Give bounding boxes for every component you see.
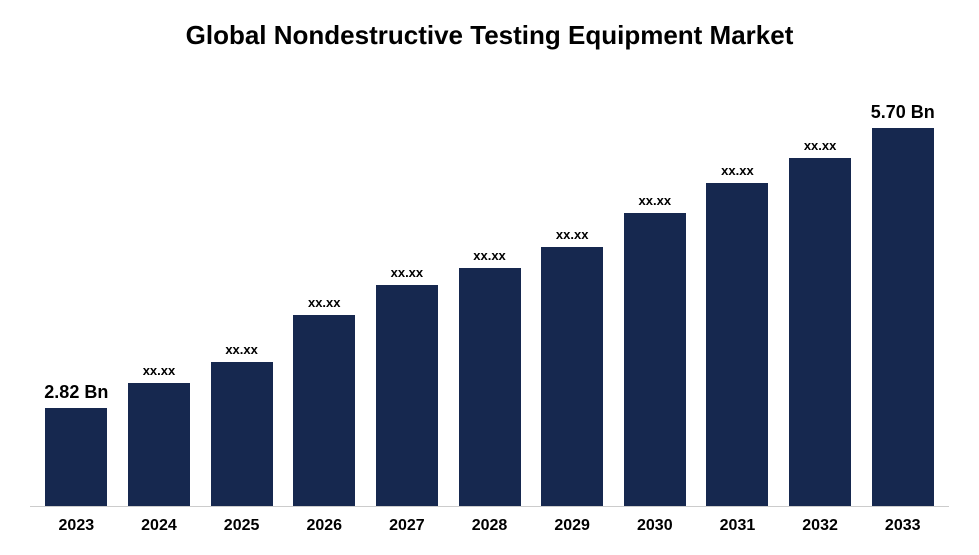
bar [789, 158, 851, 507]
x-axis-label: 2026 [283, 517, 366, 535]
bar-value-label: xx.xx [639, 193, 672, 208]
bar-group: xx.xx [613, 81, 696, 506]
x-axis-label: 2029 [531, 517, 614, 535]
bar [211, 362, 273, 507]
x-axis-label: 2030 [613, 517, 696, 535]
bar-value-label: xx.xx [804, 138, 837, 153]
bar-group: xx.xx [283, 81, 366, 506]
chart-area: 2.82 Bn xx.xx xx.xx xx.xx xx.xx xx.xx xx… [30, 81, 949, 507]
bar-group: xx.xx [696, 81, 779, 506]
bar [624, 213, 686, 506]
x-axis-label: 2024 [118, 517, 201, 535]
x-axis-label: 2025 [200, 517, 283, 535]
chart-container: Global Nondestructive Testing Equipment … [0, 0, 979, 555]
bar-group: xx.xx [779, 81, 862, 506]
bar-value-label: xx.xx [308, 295, 341, 310]
x-axis-label: 2027 [366, 517, 449, 535]
x-axis-label: 2031 [696, 517, 779, 535]
x-axis-label: 2032 [779, 517, 862, 535]
bar [45, 408, 107, 506]
bar-group: xx.xx [200, 81, 283, 506]
bar-value-label: xx.xx [721, 163, 754, 178]
bar-value-label: xx.xx [473, 248, 506, 263]
bar-group: xx.xx [366, 81, 449, 506]
x-axis: 2023 2024 2025 2026 2027 2028 2029 2030 … [30, 517, 949, 535]
bar-value-label: 2.82 Bn [44, 382, 108, 403]
bar [541, 247, 603, 506]
x-axis-label: 2033 [861, 517, 944, 535]
bar-group: xx.xx [448, 81, 531, 506]
bar-group: 2.82 Bn [35, 81, 118, 506]
bar-value-label: xx.xx [143, 363, 176, 378]
bar-group: 5.70 Bn [861, 81, 944, 506]
x-axis-label: 2023 [35, 517, 118, 535]
bar-group: xx.xx [531, 81, 614, 506]
bar-value-label: xx.xx [556, 227, 589, 242]
bar [459, 268, 521, 506]
bar-value-label: xx.xx [391, 265, 424, 280]
bar [872, 128, 934, 506]
bar [128, 383, 190, 506]
x-axis-label: 2028 [448, 517, 531, 535]
bar-group: xx.xx [118, 81, 201, 506]
chart-title: Global Nondestructive Testing Equipment … [30, 20, 949, 51]
bar [706, 183, 768, 506]
bar [376, 285, 438, 506]
bar-value-label: xx.xx [225, 342, 258, 357]
bar [293, 315, 355, 506]
bar-value-label: 5.70 Bn [871, 102, 935, 123]
